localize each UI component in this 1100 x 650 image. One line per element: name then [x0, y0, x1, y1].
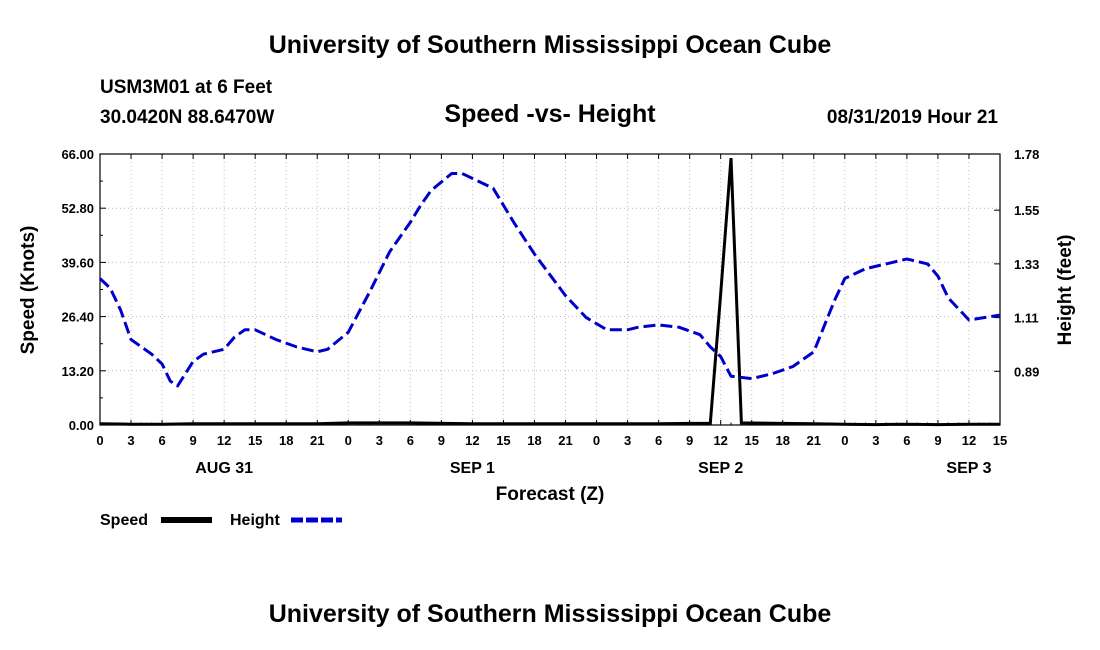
chart-title-bottom: University of Southern Mississippi Ocean… [268, 600, 832, 628]
station-coordinates: 30.0420N 88.6470W [100, 107, 275, 128]
x-tick-label: 12 [217, 433, 231, 448]
y-axis-title: Speed (Knots) [18, 226, 39, 355]
y-tick-label: 39.60 [61, 255, 94, 270]
x-tick-label: 3 [127, 433, 134, 448]
x-tick-label: 21 [558, 433, 572, 448]
y2-tick-label: 1.11 [1014, 311, 1039, 326]
chart-title-top: University of Southern Mississippi Ocean… [268, 31, 832, 59]
x-tick-label: 18 [527, 433, 541, 448]
y2-axis-title: Height (feet) [1055, 235, 1076, 346]
axis-ticks: 0 3 6 9 12 15 18 21 0 3 6 9 12 15 18 21 0 3 6 9 12 15 18 21 0 3 6 9… [61, 147, 1039, 477]
y-tick-label: 13.20 [61, 364, 94, 379]
y-tick-label: 52.80 [61, 201, 94, 216]
y2-tick-label: 1.55 [1014, 203, 1039, 218]
legend-label-speed: Speed [100, 512, 148, 529]
x-tick-label: 0 [593, 433, 600, 448]
x-tick-label: 12 [962, 433, 976, 448]
data-series [98, 157, 1001, 427]
legend: Speed Height [100, 512, 342, 529]
y-tick-label: 0.00 [69, 418, 94, 433]
x-tick-label: 0 [96, 433, 103, 448]
x-tick-label: 3 [624, 433, 631, 448]
y2-tick-label: 1.78 [1014, 147, 1039, 162]
forecast-timestamp: 08/31/2019 Hour 21 [826, 107, 998, 128]
x-tick-label: 9 [438, 433, 445, 448]
x-tick-label: 9 [189, 433, 196, 448]
y2-tick-label: 1.33 [1014, 257, 1039, 272]
date-label: SEP 2 [698, 460, 743, 477]
legend-label-height: Height [230, 512, 280, 529]
x-tick-label: 12 [465, 433, 479, 448]
x-tick-label: 9 [686, 433, 693, 448]
x-tick-label: 6 [158, 433, 165, 448]
y-tick-label: 26.40 [61, 310, 94, 325]
x-tick-label: 15 [248, 433, 262, 448]
plot-frame [99, 153, 1001, 426]
y2-tick-label: 0.89 [1014, 364, 1039, 379]
chart-subtitle: Speed -vs- Height [444, 100, 656, 128]
series-line-height [98, 172, 1001, 388]
x-tick-label: 12 [713, 433, 727, 448]
x-tick-label: 21 [807, 433, 821, 448]
station-label: USM3M01 at 6 Feet [100, 77, 273, 98]
x-tick-label: 6 [903, 433, 910, 448]
x-tick-label: 0 [345, 433, 352, 448]
date-label: SEP 1 [450, 460, 495, 477]
x-tick-label: 0 [841, 433, 848, 448]
date-label: AUG 31 [195, 460, 253, 477]
x-tick-label: 3 [376, 433, 383, 448]
x-tick-label: 15 [744, 433, 758, 448]
x-tick-label: 18 [776, 433, 790, 448]
grid-lines [99, 154, 1001, 425]
x-tick-label: 18 [279, 433, 293, 448]
x-tick-label: 15 [993, 433, 1007, 448]
series-line-speed [99, 157, 1000, 427]
x-tick-label: 6 [655, 433, 662, 448]
x-axis-title: Forecast (Z) [496, 484, 605, 505]
y-tick-label: 66.00 [61, 147, 94, 162]
x-tick-label: 9 [934, 433, 941, 448]
x-tick-label: 21 [310, 433, 324, 448]
date-label: SEP 3 [946, 460, 991, 477]
x-tick-label: 15 [496, 433, 510, 448]
x-tick-label: 3 [872, 433, 879, 448]
x-tick-label: 6 [407, 433, 414, 448]
